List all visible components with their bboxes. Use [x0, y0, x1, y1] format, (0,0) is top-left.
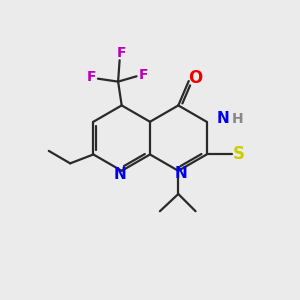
Text: F: F [116, 46, 126, 60]
Text: H: H [232, 112, 244, 126]
Text: O: O [188, 69, 202, 87]
Text: N: N [217, 111, 230, 126]
Text: F: F [87, 70, 96, 84]
Text: F: F [138, 68, 148, 82]
Text: N: N [114, 167, 127, 182]
Text: N: N [174, 166, 187, 181]
Text: S: S [232, 145, 244, 163]
